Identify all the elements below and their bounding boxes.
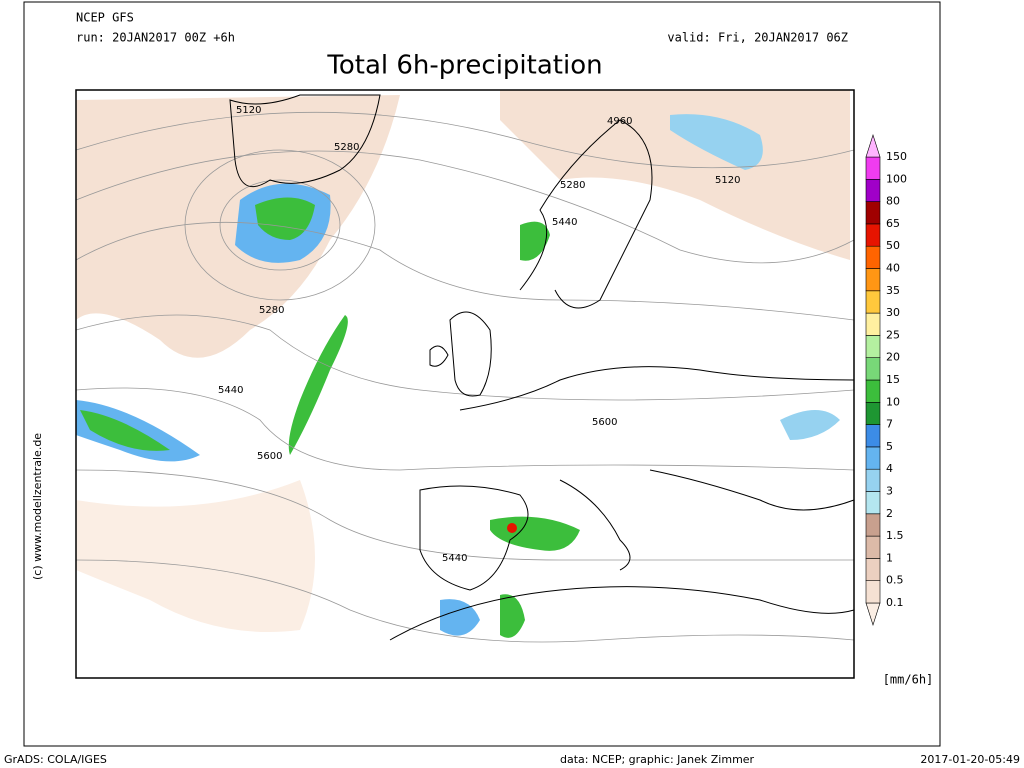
- legend-swatch: [865, 424, 881, 448]
- contour-labels: 5120 5280 4960 5280 5120 5440 5280 5440 …: [218, 105, 740, 564]
- legend-label: 3: [886, 485, 893, 498]
- legend-swatch: [865, 179, 881, 202]
- legend-swatch: [865, 201, 881, 225]
- legend-swatch: [865, 513, 881, 537]
- legend-swatch: [865, 558, 881, 582]
- legend-label: 5: [886, 440, 893, 453]
- contour-label: 5120: [715, 175, 740, 186]
- legend-swatch: [865, 535, 881, 559]
- contour-label: 5440: [442, 553, 467, 564]
- contour-label: 5440: [218, 385, 243, 396]
- legend-swatch: [865, 379, 881, 403]
- legend-label: 50: [886, 239, 900, 252]
- legend-label: 15: [886, 373, 900, 386]
- legend-label: 20: [886, 351, 900, 364]
- legend-label: 1: [886, 551, 893, 564]
- legend-label: 2: [886, 507, 893, 520]
- legend-swatch: [865, 468, 881, 492]
- legend-swatch: [865, 156, 881, 180]
- contour-label: 4960: [607, 116, 632, 127]
- legend-label: 80: [886, 195, 900, 208]
- legend-swatch: [865, 312, 881, 336]
- legend-label: 35: [886, 284, 900, 297]
- map: 5120 5280 4960 5280 5120 5440 5280 5440 …: [75, 89, 855, 679]
- legend-label: 40: [886, 262, 900, 275]
- footer-center: data: NCEP; graphic: Janek Zimmer: [560, 753, 755, 766]
- contour-label: 5600: [257, 451, 282, 462]
- valid: valid: Fri, 20JAN2017 06Z: [667, 31, 848, 45]
- legend-label: 1.5: [886, 529, 904, 542]
- contour-label: 5280: [259, 305, 284, 316]
- legend-swatch: [865, 446, 881, 470]
- contour-label: 5600: [592, 417, 617, 428]
- legend-swatch: [865, 268, 881, 292]
- legend-label: 65: [886, 217, 900, 230]
- run: run: 20JAN2017 00Z +6h: [76, 31, 235, 45]
- model: NCEP GFS: [76, 11, 134, 25]
- precip: [76, 90, 850, 638]
- legend-label: 0.5: [886, 574, 904, 587]
- unit: [mm/6h]: [883, 673, 934, 687]
- contour-label: 5440: [552, 217, 577, 228]
- legend-swatch: [865, 357, 881, 381]
- legend-swatch: [865, 290, 881, 314]
- legend-swatch: [865, 245, 881, 269]
- legend-swatch: [865, 401, 881, 425]
- legend-label: 25: [886, 328, 900, 341]
- legend-label: 30: [886, 306, 900, 319]
- isohypses: [75, 111, 855, 643]
- coastlines: [229, 94, 855, 641]
- legend-swatch: [865, 335, 881, 358]
- legend: 0.1 0.5 1 1.5 2 3 4 5 7 10 15 20 25 30 35 40 50 65 80 100 15…: [865, 134, 907, 626]
- copyright: (c) www.modellzentrale.de: [31, 433, 44, 580]
- legend-swatch: [865, 491, 881, 515]
- legend-label: 4: [886, 462, 893, 475]
- contour-label: 5280: [334, 142, 359, 153]
- footer-right: 2017-01-20-05:49: [920, 753, 1020, 766]
- contour-label: 5280: [560, 180, 585, 191]
- title: Total 6h-precipitation: [326, 51, 602, 81]
- legend-label: 150: [886, 150, 907, 163]
- legend-label: 100: [886, 172, 907, 185]
- legend-label: 10: [886, 395, 900, 408]
- footer-left: GrADS: COLA/IGES: [4, 753, 107, 766]
- legend-label: 7: [886, 418, 893, 431]
- legend-triangle: [865, 134, 881, 158]
- map-border: [75, 89, 855, 679]
- contour-label: 5120: [236, 105, 261, 116]
- legend-label: 0.1: [886, 596, 904, 609]
- legend-swatch: [865, 580, 881, 604]
- legend-swatch: [865, 223, 881, 247]
